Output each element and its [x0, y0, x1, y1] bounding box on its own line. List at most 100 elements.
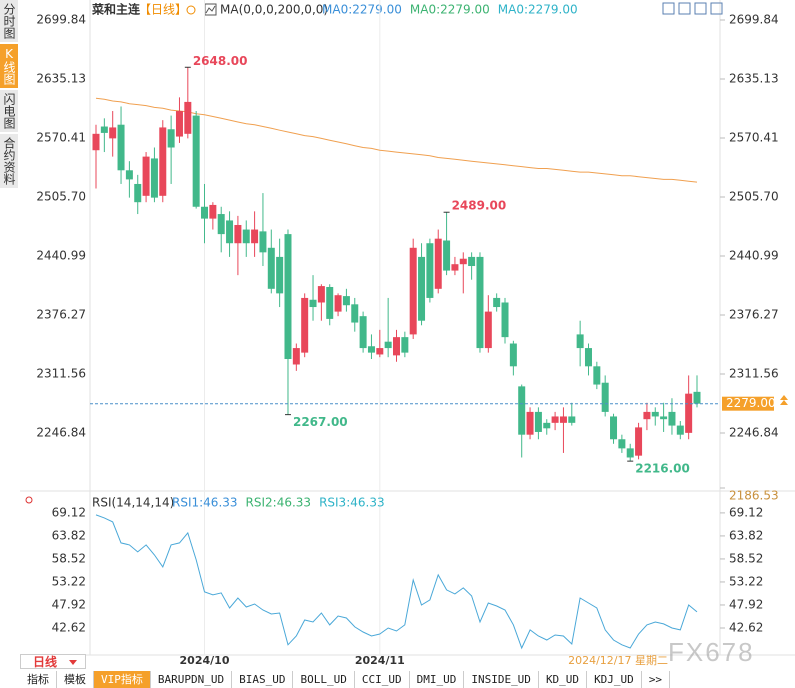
y-tick-label: 2311.56: [729, 367, 779, 381]
period-button[interactable]: 日线: [20, 654, 86, 669]
candle-body: [668, 411, 676, 426]
sidebar-tab[interactable]: 分时图: [0, 0, 18, 42]
indicator-tab[interactable]: DMI_UD: [410, 671, 465, 688]
rsi-legend: RSI2:46.33: [246, 496, 312, 510]
indicator-tab[interactable]: 模板: [57, 671, 94, 688]
candle-body: [468, 256, 476, 267]
y-tick-label: 53.22: [729, 574, 763, 588]
candle-body: [493, 297, 501, 308]
indicator-tab[interactable]: BOLL_UD: [293, 671, 355, 688]
period-label: 【日线】: [139, 3, 187, 17]
candle-body: [401, 337, 409, 353]
candle-body: [317, 286, 325, 303]
candle-body: [643, 411, 651, 420]
y-tick-label: 69.12: [52, 505, 86, 519]
candle-body: [309, 299, 317, 308]
sidebar-tab[interactable]: K线图: [0, 44, 18, 88]
candle-body: [92, 133, 100, 151]
y-tick-label: 2376.27: [36, 308, 86, 322]
rsi-settings-icon[interactable]: [25, 496, 33, 504]
candle-body: [284, 234, 292, 360]
candle-body: [601, 382, 609, 412]
candle-body: [559, 416, 567, 423]
y-tick-label: 69.12: [729, 505, 763, 519]
y-tick-label: 63.82: [52, 528, 86, 542]
y-tick-label: 2699.84: [36, 13, 86, 27]
zoom-out-icon[interactable]: [678, 2, 691, 15]
candle-body: [593, 366, 601, 385]
candle-body: [351, 304, 359, 323]
y-tick-label: 2311.56: [36, 367, 86, 381]
sidebar-tab[interactable]: 闪电图: [0, 90, 18, 132]
candle-body: [584, 348, 592, 367]
candle-body: [134, 183, 142, 203]
candle-body: [651, 411, 659, 417]
indicator-tab[interactable]: BARUPDN_UD: [151, 671, 233, 688]
price-arrow-icon: [780, 395, 788, 405]
zoom-in-icon[interactable]: [662, 2, 675, 15]
ma-legend: MA0:2279.00: [322, 3, 402, 17]
rsi-legend: RSI3:46.33: [319, 496, 385, 510]
candle-body: [201, 206, 209, 219]
candle-body: [685, 393, 693, 433]
candle-body: [359, 316, 367, 349]
y-tick-label: 47.92: [52, 597, 86, 611]
indicator-label: MA(0,0,0,200,0,0): [220, 3, 328, 17]
indicator-tab[interactable]: VIP指标: [94, 671, 151, 688]
ma-legend: MA0:2279.00: [498, 3, 578, 17]
y-tick-label: 2186.53: [729, 489, 779, 503]
candle-body: [217, 214, 225, 235]
indicator-tab[interactable]: >>: [642, 671, 671, 688]
extreme-label: 2489.00: [452, 199, 507, 213]
y-tick-label: 2505.70: [729, 190, 779, 204]
sidebar-tab[interactable]: 合约资料: [0, 134, 18, 188]
candle-body: [167, 129, 175, 148]
settings-icon[interactable]: [186, 5, 196, 15]
y-tick-label: 2246.84: [36, 426, 86, 440]
indicator-tab[interactable]: BIAS_UD: [232, 671, 294, 688]
move-right-icon[interactable]: [710, 2, 723, 15]
candle-body: [451, 264, 459, 271]
indicator-tab[interactable]: KD_UD: [539, 671, 588, 688]
indicator-tab[interactable]: INSIDE_UD: [464, 671, 539, 688]
candle-body: [142, 156, 150, 196]
watermark: FX678: [668, 637, 755, 667]
y-tick-label: 2376.27: [729, 308, 779, 322]
candle-body: [125, 170, 133, 180]
candle-body: [518, 386, 526, 435]
rsi-legend: RSI1:46.33: [172, 496, 238, 510]
last-price-tag: [722, 396, 774, 411]
move-left-icon[interactable]: [694, 2, 707, 15]
y-tick-label: 2505.70: [36, 190, 86, 204]
rsi-title: RSI(14,14,14): [92, 496, 174, 510]
candle-body: [484, 311, 492, 349]
candle-body: [301, 297, 309, 353]
extreme-label: 2216.00: [635, 462, 690, 476]
candle-body: [159, 127, 167, 196]
indicator-tabs: 指标 模板 VIP指标 BARUPDN_UD BIAS_UD BOLL_UD CCI_UD D…: [20, 671, 671, 688]
candle-body: [676, 425, 684, 435]
candle-body: [292, 348, 300, 365]
candle-body: [393, 337, 400, 356]
toolbar-icons: [662, 2, 723, 15]
indicator-tab[interactable]: CCI_UD: [355, 671, 410, 688]
candle-body: [251, 229, 259, 244]
candle-body: [192, 115, 200, 207]
candle-body: [626, 448, 634, 458]
candle-body: [384, 341, 392, 349]
candle-body: [150, 158, 158, 198]
cursor-date: 2024/12/17 星期二: [568, 654, 668, 667]
candle-body: [109, 127, 117, 139]
candle-body: [376, 348, 384, 355]
candle-body: [526, 411, 534, 435]
candle-body: [660, 416, 668, 420]
candle-body: [509, 343, 517, 367]
y-tick-label: 2635.13: [729, 71, 779, 85]
extreme-label: 2648.00: [193, 54, 248, 68]
candle-body: [551, 416, 559, 423]
candle-body: [367, 346, 375, 353]
indicator-tab[interactable]: KDJ_UD: [587, 671, 642, 688]
indicator-tab[interactable]: 指标: [20, 671, 57, 688]
y-tick-label: 2699.84: [729, 13, 779, 27]
